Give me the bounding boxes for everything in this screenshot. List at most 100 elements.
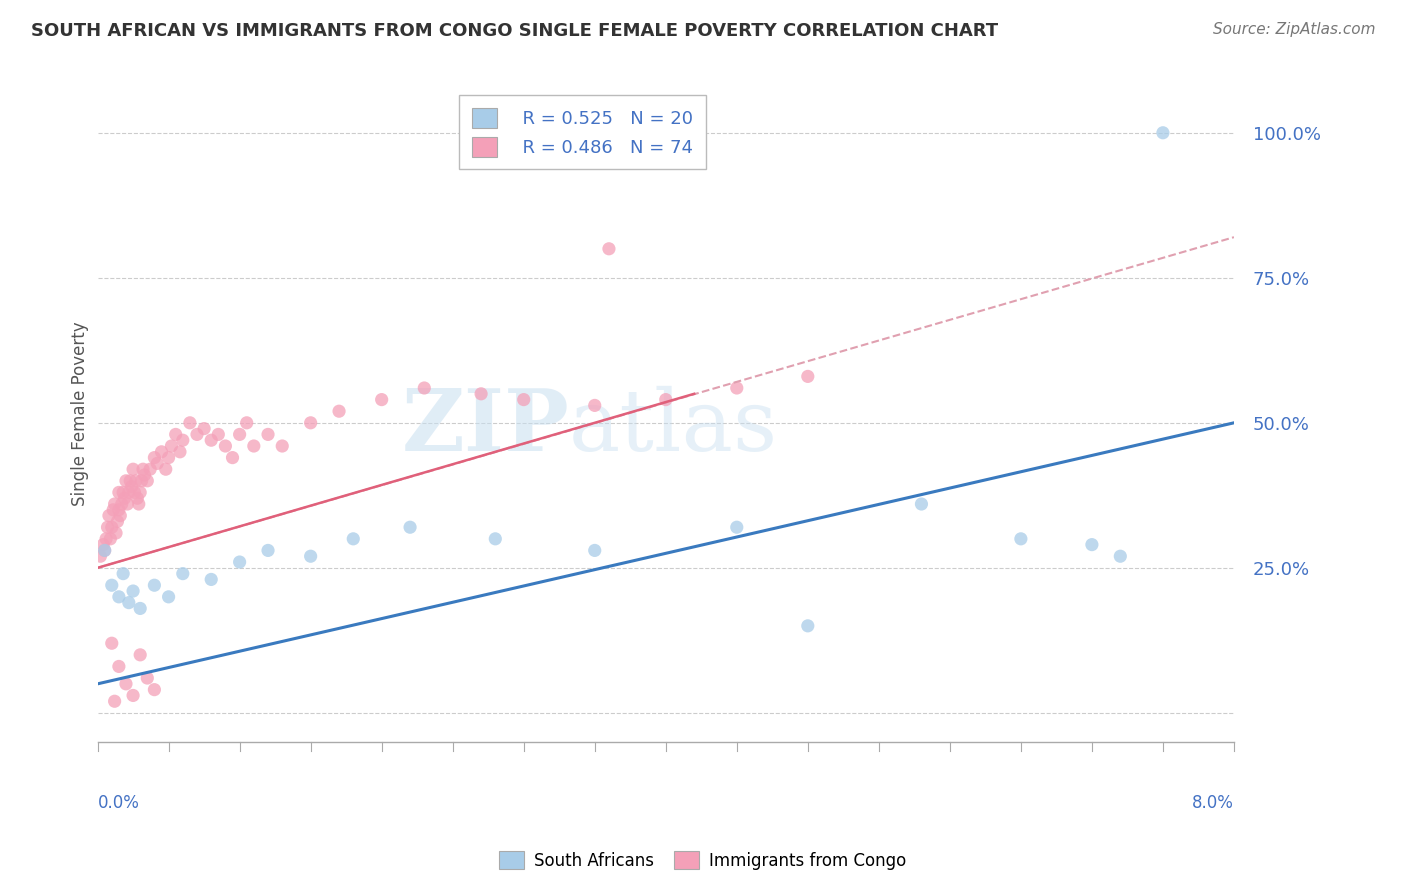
Point (172, 434, 194, 448)
Point (179, 416, 201, 430)
Point (122, 689, 145, 703)
Text: Source: ZipAtlas.com: Source: ZipAtlas.com (1212, 22, 1375, 37)
Point (101, 578, 124, 592)
Point (124, 485, 146, 500)
Point (172, 566, 194, 581)
Point (91, 538, 114, 552)
Point (136, 671, 159, 685)
Point (143, 450, 166, 465)
Point (155, 462, 177, 476)
Point (328, 404, 350, 418)
Point (96, 520, 118, 534)
Point (111, 497, 134, 511)
Point (143, 682, 166, 697)
Point (512, 392, 534, 407)
Point (797, 369, 820, 384)
Point (118, 596, 141, 610)
Point (98, 532, 121, 546)
Point (89, 549, 111, 564)
Point (228, 555, 250, 569)
Point (484, 532, 506, 546)
Point (139, 462, 162, 476)
Legend:   R = 0.525   N = 20,   R = 0.486   N = 74: R = 0.525 N = 20, R = 0.486 N = 74 (458, 95, 706, 169)
Point (143, 578, 166, 592)
Point (134, 468, 156, 483)
Text: 8.0%: 8.0% (1192, 794, 1234, 812)
Point (157, 590, 180, 604)
Point (169, 445, 191, 459)
Text: ZIP: ZIP (402, 385, 569, 469)
Point (243, 439, 266, 453)
Point (235, 416, 257, 430)
Point (112, 566, 135, 581)
Point (136, 474, 159, 488)
Point (117, 497, 139, 511)
Point (101, 520, 124, 534)
Point (107, 515, 129, 529)
Point (112, 485, 135, 500)
Point (342, 532, 364, 546)
Point (122, 462, 145, 476)
Point (725, 381, 748, 395)
Point (108, 590, 131, 604)
Legend: South Africans, Immigrants from Congo: South Africans, Immigrants from Congo (492, 845, 914, 877)
Point (129, 648, 152, 662)
Point (108, 485, 131, 500)
Point (146, 457, 169, 471)
Point (129, 601, 152, 615)
Point (299, 549, 322, 564)
Point (583, 398, 606, 412)
Point (1081, 538, 1104, 552)
Point (200, 434, 222, 448)
Point (228, 427, 250, 442)
Point (114, 491, 136, 506)
Point (128, 497, 150, 511)
Point (598, 242, 620, 256)
Point (207, 427, 229, 442)
Point (132, 462, 155, 476)
Point (200, 573, 222, 587)
Point (271, 439, 294, 453)
Point (725, 520, 748, 534)
Point (105, 526, 128, 541)
Point (122, 584, 145, 599)
Point (104, 497, 127, 511)
Point (370, 392, 392, 407)
Point (257, 427, 280, 442)
Point (1010, 532, 1032, 546)
Point (121, 480, 143, 494)
Point (299, 416, 322, 430)
Point (257, 543, 280, 558)
Y-axis label: Single Female Poverty: Single Female Poverty (72, 322, 89, 507)
Point (118, 485, 141, 500)
Point (150, 445, 173, 459)
Point (115, 677, 138, 691)
Point (655, 392, 678, 407)
Point (101, 636, 124, 650)
Point (94, 532, 117, 546)
Point (413, 381, 436, 395)
Point (186, 427, 208, 442)
Text: atlas: atlas (569, 385, 779, 469)
Point (93, 543, 115, 558)
Point (399, 520, 422, 534)
Point (131, 474, 153, 488)
Point (214, 439, 236, 453)
Point (470, 386, 492, 401)
Point (221, 450, 243, 465)
Point (103, 503, 125, 517)
Point (1152, 126, 1174, 140)
Point (157, 450, 180, 465)
Point (93, 543, 115, 558)
Point (120, 474, 142, 488)
Point (127, 491, 149, 506)
Point (129, 485, 152, 500)
Point (1109, 549, 1132, 564)
Point (97, 508, 120, 523)
Point (797, 619, 820, 633)
Point (125, 474, 148, 488)
Point (583, 543, 606, 558)
Text: 0.0%: 0.0% (97, 794, 139, 812)
Point (108, 659, 131, 673)
Point (104, 694, 127, 708)
